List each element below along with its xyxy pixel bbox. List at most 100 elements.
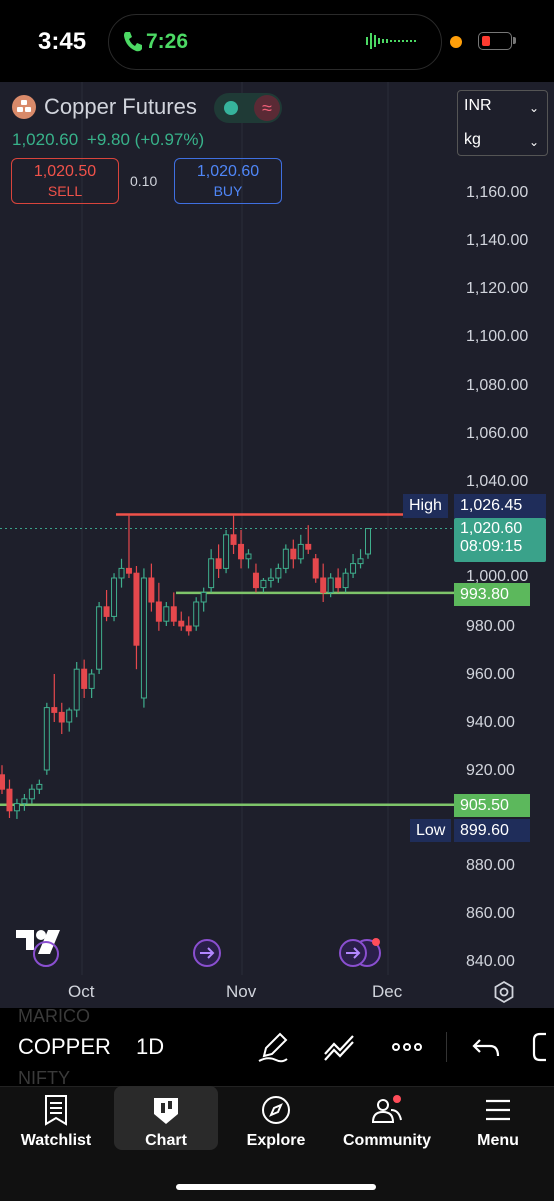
tradingview-logo-icon xyxy=(16,930,60,967)
tab-label: Menu xyxy=(477,1132,519,1149)
symbol-list-next[interactable]: NIFTY xyxy=(18,1068,70,1088)
sell-label: SELL xyxy=(47,183,83,199)
candle-body xyxy=(320,577,327,593)
last-price-value: 1,020.60 xyxy=(460,520,523,537)
price-change-pct: (+0.97%) xyxy=(134,130,205,149)
candle-body xyxy=(6,788,13,812)
candle-body xyxy=(208,558,215,589)
price-change-line: 1,020.60 +9.80 (+0.97%) xyxy=(12,130,204,150)
candle-body xyxy=(43,707,50,771)
candle-body xyxy=(357,558,364,565)
sell-button[interactable]: 1,020.50 SELL xyxy=(11,158,119,204)
candle-body xyxy=(103,606,110,617)
chart-settings-icon[interactable] xyxy=(492,980,516,1004)
candle-body xyxy=(305,543,312,550)
candle-body xyxy=(335,577,342,589)
support-tag-1: 993.80 xyxy=(454,583,530,606)
candle-body xyxy=(58,711,65,723)
candle-body xyxy=(155,601,162,622)
event-marker-icon[interactable] xyxy=(192,938,222,968)
buy-button[interactable]: 1,020.60 BUY xyxy=(174,158,282,204)
candle-body xyxy=(81,668,88,689)
spread-value: 0.10 xyxy=(130,173,158,189)
candle-body xyxy=(267,577,274,581)
price-change: +9.80 xyxy=(86,130,130,149)
time-axis-label: Nov xyxy=(226,982,257,1001)
tab-community[interactable]: Community xyxy=(332,1086,442,1150)
currency-unit-selector[interactable]: INR ⌄ kg ⌄ xyxy=(457,90,548,156)
delayed-data-icon: ≈ xyxy=(254,95,280,121)
candle-body xyxy=(170,606,177,622)
symbol-title[interactable]: Copper Futures xyxy=(44,94,197,119)
unit-select[interactable]: kg xyxy=(464,131,481,148)
candle-body xyxy=(88,673,95,689)
price-axis-label: 920.00 xyxy=(466,762,515,779)
candle-body xyxy=(290,548,297,560)
drawing-pen-icon[interactable] xyxy=(256,1030,290,1064)
symbol-list-prev[interactable]: MARICO xyxy=(18,1006,90,1026)
candlestick-chart[interactable] xyxy=(0,0,554,1010)
price-axis-label: 960.00 xyxy=(466,666,515,683)
high-value-tag: 1,026.45 xyxy=(454,494,546,518)
candle-body xyxy=(148,577,155,603)
chevron-down-icon: ⌄ xyxy=(528,135,539,149)
indicators-icon[interactable] xyxy=(322,1030,356,1064)
candle-body xyxy=(96,606,103,670)
sell-price: 1,020.50 xyxy=(33,163,97,180)
candle-body xyxy=(193,601,200,627)
tab-label: Explore xyxy=(246,1132,306,1149)
candle-body xyxy=(312,558,319,579)
audio-wave-icon xyxy=(366,33,416,49)
candle-body xyxy=(163,606,170,622)
candle-body xyxy=(21,798,28,805)
tab-label: Community xyxy=(343,1132,431,1149)
tab-menu[interactable]: Menu xyxy=(448,1086,548,1150)
candle-body xyxy=(200,591,207,603)
last-price-tag: 1,020.60 08:09:15 xyxy=(454,518,546,562)
menu-icon xyxy=(486,1099,510,1121)
price-axis-label: 940.00 xyxy=(466,714,515,731)
candle-body xyxy=(178,620,185,627)
price-axis-label: 1,160.00 xyxy=(466,184,529,201)
price-axis-label: 1,000.00 xyxy=(466,568,529,585)
support-tag-2: 905.50 xyxy=(454,794,530,817)
candle-body xyxy=(365,528,371,555)
fullscreen-icon[interactable] xyxy=(530,1030,554,1064)
candle-body xyxy=(342,572,349,589)
candle-body xyxy=(111,577,118,617)
tab-explore[interactable]: Explore xyxy=(226,1086,326,1150)
price-axis-label: 1,060.00 xyxy=(466,425,529,442)
candle-body xyxy=(73,668,80,711)
candle-body xyxy=(118,567,125,579)
chart-tab-icon xyxy=(154,1098,178,1124)
last-price: 1,020.60 xyxy=(12,130,79,149)
call-duration: 7:26 xyxy=(146,30,189,53)
low-label-tag: Low xyxy=(410,819,452,842)
undo-icon[interactable] xyxy=(470,1030,504,1064)
more-icon[interactable] xyxy=(390,1030,424,1064)
event-marker-icon[interactable] xyxy=(338,938,382,968)
currency-select[interactable]: INR xyxy=(464,97,492,114)
candle-body xyxy=(230,534,237,545)
tab-chart[interactable]: Chart xyxy=(114,1086,218,1150)
low-value-tag: 899.60 xyxy=(454,819,530,842)
candle-body xyxy=(350,563,357,574)
tab-watchlist[interactable]: Watchlist xyxy=(6,1086,106,1150)
battery-icon xyxy=(478,32,516,50)
candle-body xyxy=(66,709,73,723)
candle-body xyxy=(238,543,245,560)
price-axis-label: 1,140.00 xyxy=(466,232,529,249)
price-axis-label: 980.00 xyxy=(466,618,515,635)
candle-body xyxy=(327,577,334,593)
price-axis-label: 1,120.00 xyxy=(466,280,529,297)
candle-body xyxy=(133,572,140,646)
candle-body xyxy=(140,577,147,699)
tab-label: Chart xyxy=(145,1132,187,1149)
market-status-pill[interactable]: ≈ xyxy=(214,93,282,123)
candle-body xyxy=(252,572,259,589)
price-axis-label: 1,100.00 xyxy=(466,328,529,345)
interval-selector[interactable]: 1D xyxy=(136,1034,165,1059)
bar-countdown: 08:09:15 xyxy=(460,538,523,555)
symbol-selector[interactable]: COPPER xyxy=(18,1034,111,1059)
copper-symbol-icon xyxy=(12,95,36,119)
